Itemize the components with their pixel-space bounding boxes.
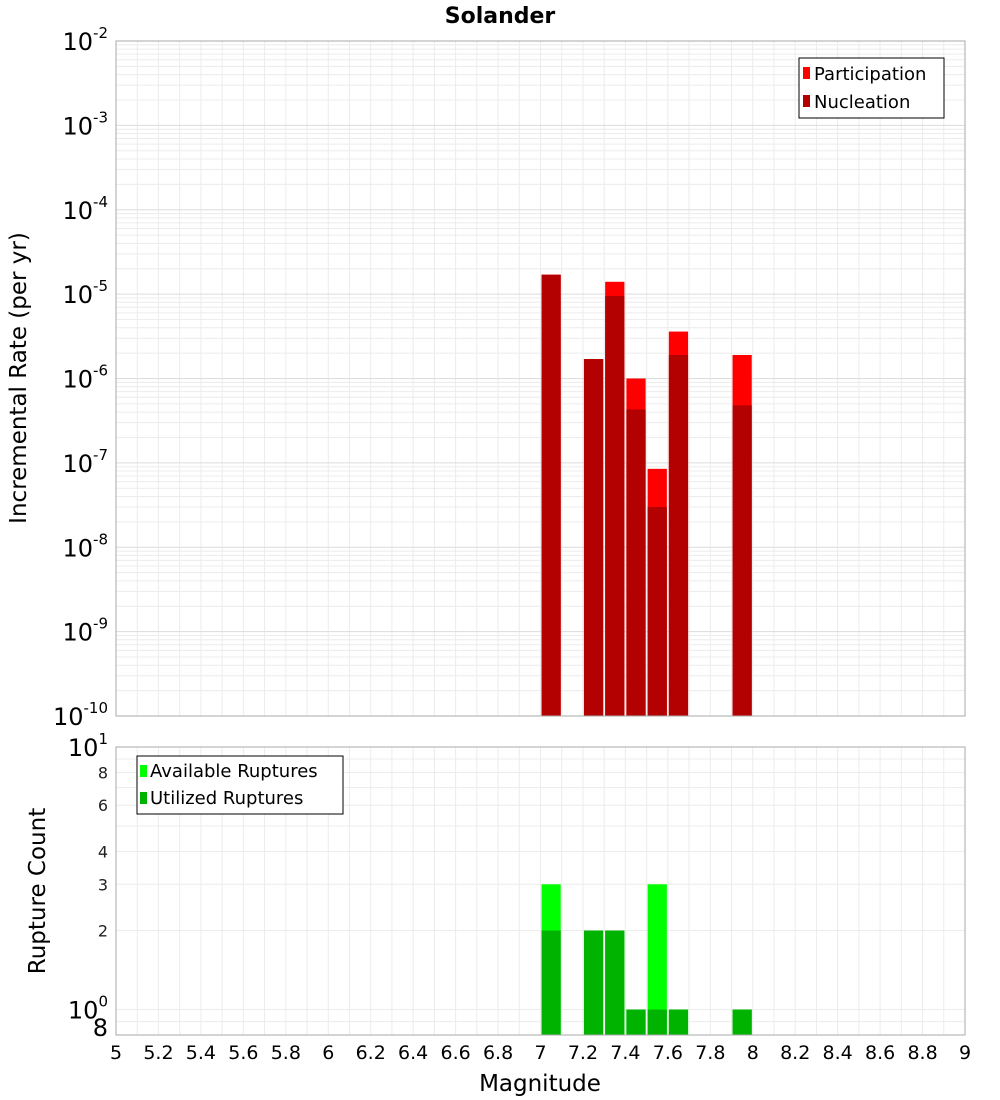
rate-bars	[541, 274, 752, 716]
bar-nucleation	[605, 296, 625, 716]
y-tick-label: 8	[98, 763, 108, 782]
y-tick-label: 8	[93, 1014, 108, 1042]
y-tick-label: 10-7	[62, 446, 108, 478]
rate-grid	[115, 41, 966, 717]
y-tick-label: 10-3	[62, 108, 108, 140]
count-bars	[541, 884, 752, 1035]
bar-nucleation	[668, 354, 689, 716]
y-tick-label: 101	[68, 730, 108, 762]
legend-label-nucleation: Nucleation	[814, 92, 910, 113]
x-tick-label: 7	[534, 1042, 546, 1064]
rate-panel: 10-10 10-9 10-8 10-7 10-6 10-5 10-4 10-3 10-2 In…	[6, 24, 966, 731]
legend-label-participation: Participation	[814, 64, 926, 85]
y-tick-label: 10-2	[62, 24, 108, 56]
x-tick-label: 9	[959, 1042, 971, 1064]
x-tick-label: 7.6	[653, 1042, 683, 1064]
x-tick-label: 7.8	[695, 1042, 725, 1064]
x-tick-label: 7.4	[610, 1042, 640, 1064]
bar-utilized-ruptures	[541, 930, 561, 1035]
count-legend: Available Ruptures Utilized Ruptures	[136, 755, 344, 815]
y-tick-label: 10-10	[53, 699, 108, 731]
x-tick-label: 5.8	[271, 1042, 301, 1064]
legend-swatch-utilized	[140, 792, 147, 804]
rate-plot-border	[115, 40, 966, 717]
legend-swatch-available	[140, 765, 147, 777]
legend-label-available: Available Ruptures	[150, 761, 318, 782]
x-tick-label: 5.6	[228, 1042, 258, 1064]
x-tick-label: 8	[747, 1042, 759, 1064]
chart-title: Solander	[445, 4, 556, 29]
bar-nucleation	[626, 409, 646, 716]
x-tick-label: 5.2	[143, 1042, 173, 1064]
legend-label-utilized: Utilized Ruptures	[150, 788, 303, 809]
magnitude-x-ticks: 5 5.2 5.4 5.6 5.8 6 6.2 6.4 6.6 6.8 7 7.2 7.4 7.6 7.8 8…	[110, 1042, 971, 1064]
rate-y-ticks: 10-10 10-9 10-8 10-7 10-6 10-5 10-4 10-3 10-2	[53, 24, 108, 731]
bar-utilized-ruptures	[732, 1009, 752, 1035]
bar-utilized-ruptures	[626, 1009, 646, 1035]
count-plot-border	[115, 746, 966, 1036]
y-tick-label: 100	[68, 993, 108, 1025]
rate-legend: Participation Nucleation	[798, 57, 945, 119]
count-y-axis-label: Rupture Count	[25, 808, 51, 974]
y-tick-label: 4	[98, 842, 108, 861]
x-tick-label: 5	[110, 1042, 122, 1064]
bar-nucleation	[583, 359, 604, 716]
rate-legend-box	[798, 57, 945, 119]
bar-utilized-ruptures	[647, 1009, 667, 1035]
bar-nucleation	[732, 405, 752, 716]
y-tick-label: 3	[98, 875, 108, 894]
x-tick-label: 6.8	[483, 1042, 513, 1064]
legend-swatch-nucleation	[803, 95, 810, 107]
bar-available-ruptures	[647, 884, 667, 1035]
x-axis-label: Magnitude	[479, 1071, 601, 1097]
bar-nucleation	[647, 506, 667, 716]
rate-y-axis-label: Incremental Rate (per yr)	[6, 232, 32, 524]
y-tick-label: 10-9	[62, 615, 108, 647]
y-tick-label: 6	[98, 796, 108, 815]
y-tick-label: 10-5	[62, 277, 108, 309]
x-tick-label: 5.4	[186, 1042, 216, 1064]
x-tick-label: 8.4	[823, 1042, 853, 1064]
x-tick-label: 8.8	[907, 1042, 937, 1064]
bar-utilized-ruptures	[605, 930, 625, 1035]
x-tick-label: 6.4	[398, 1042, 428, 1064]
x-tick-label: 8.2	[780, 1042, 810, 1064]
y-tick-label: 10-6	[62, 362, 108, 394]
x-tick-label: 6	[322, 1042, 334, 1064]
count-legend-box	[136, 755, 344, 815]
bar-utilized-ruptures	[668, 1009, 689, 1035]
bar-nucleation	[541, 274, 561, 716]
y-tick-label: 10-4	[62, 193, 108, 225]
x-tick-label: 7.2	[568, 1042, 598, 1064]
x-tick-label: 6.6	[440, 1042, 470, 1064]
y-tick-label: 10-8	[62, 530, 108, 562]
x-tick-label: 8.6	[865, 1042, 895, 1064]
legend-swatch-participation	[803, 67, 810, 79]
y-tick-label: 2	[98, 922, 108, 941]
x-tick-label: 6.2	[356, 1042, 386, 1064]
bar-utilized-ruptures	[583, 930, 604, 1035]
